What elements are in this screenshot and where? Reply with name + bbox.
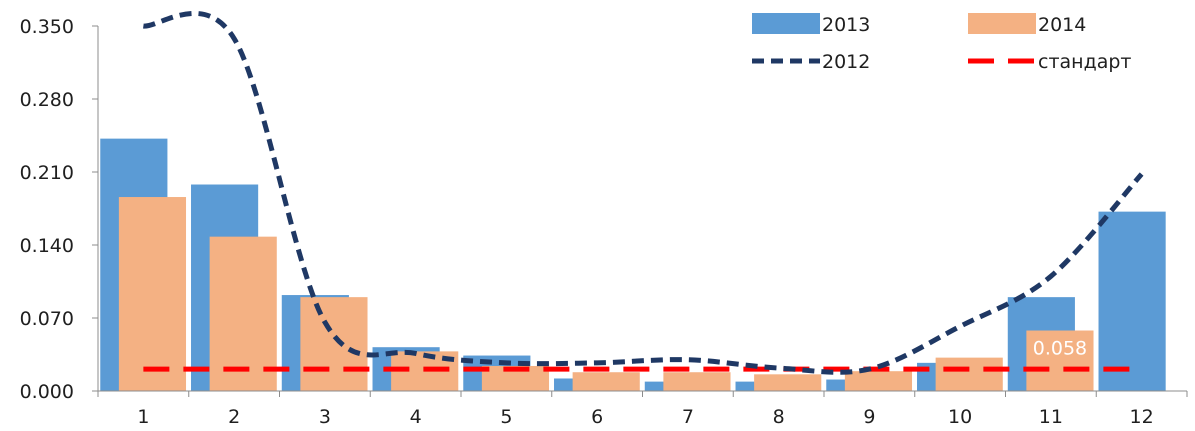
bar-2013-12 [1098,211,1166,391]
legend-swatch-2013 [752,13,820,34]
bar-2014-11 [1026,330,1094,391]
x-tick-label: 6 [591,406,603,428]
y-tick-label: 0.070 [20,308,74,330]
x-tick-label: 5 [500,406,512,428]
y-tick-label: 0.280 [20,89,74,111]
x-tick-label: 9 [863,406,875,428]
line-2012 [143,10,1144,375]
y-tick-label: 0.350 [20,16,74,38]
y-ticks: 0.000 0.070 0.140 0.210 0.280 0.350 [20,16,98,403]
bar-2014-7 [663,372,731,391]
bar-2014-3 [300,297,368,391]
bars-2014 [118,197,1094,391]
legend-label-2013: 2013 [822,14,870,36]
x-tick-label: 8 [773,406,785,428]
bar-2014-8 [754,374,822,391]
line-2012-layer [143,10,1144,375]
x-tick-label: 2 [228,406,240,428]
x-tick-label: 4 [410,406,422,428]
x-tick-label: 3 [319,406,331,428]
y-tick-label: 0.140 [20,235,74,257]
x-tick-label: 1 [137,406,149,428]
x-tick-label: 11 [1039,406,1063,428]
bar-2014-10 [935,357,1003,391]
y-tick-label: 0.210 [20,162,74,184]
x-tick-label: 7 [682,406,694,428]
x-ticks: 1 2 3 4 5 6 7 8 9 10 11 12 [97,391,1188,428]
y-tick-label: 0.000 [20,381,74,403]
legend-swatch-2014 [968,13,1036,34]
data-label-2014-11: 0.058 [1033,338,1087,360]
legend: 2013 2014 2012 стандарт [752,13,1132,73]
legend-label-standard: стандарт [1038,51,1132,73]
legend-label-2012: 2012 [822,51,870,73]
bar-2014-2 [209,236,277,391]
legend-label-2014: 2014 [1038,14,1086,36]
bar-2014-9 [844,371,913,391]
bar-2014-1 [118,197,187,391]
x-tick-label: 10 [948,406,972,428]
data-labels: 0.058 [1033,338,1087,360]
x-tick-label: 12 [1130,406,1154,428]
bar-2014-6 [572,372,640,391]
